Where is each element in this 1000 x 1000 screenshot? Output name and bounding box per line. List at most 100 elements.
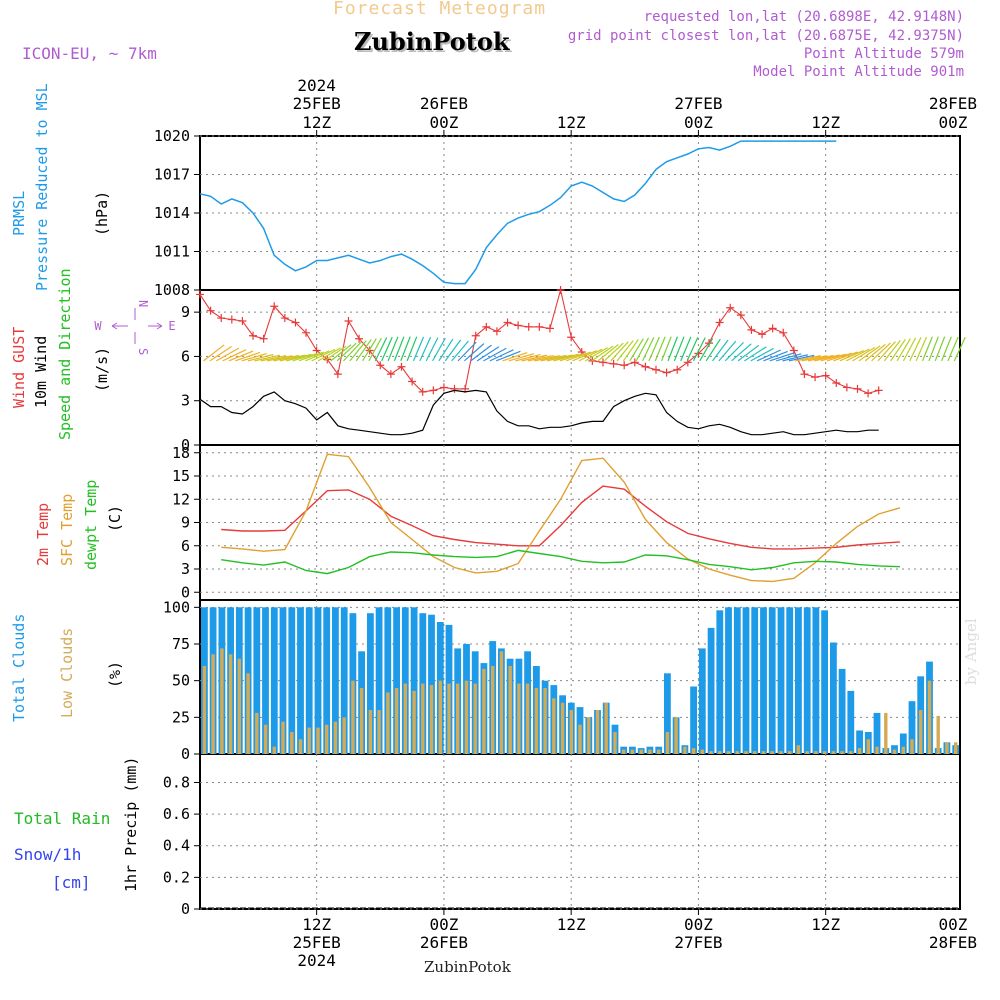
gust-marker <box>397 362 406 371</box>
gust-marker <box>662 368 671 377</box>
gust-marker <box>333 370 342 379</box>
y-tick-label: 0 <box>181 900 190 918</box>
panel-frame-precip <box>199 753 961 910</box>
top-date-label: 27FEB <box>674 94 722 113</box>
low-cloud-bar <box>394 688 399 754</box>
low-cloud-bar <box>534 688 539 754</box>
low-cloud-bar <box>910 739 914 754</box>
gust-marker <box>450 384 459 393</box>
pressure-label-line: Pressure Reduced to MSL <box>33 83 51 291</box>
total-cloud-bar <box>821 610 828 754</box>
bottom-date-label: 26FEB <box>420 933 468 952</box>
top-date-label: 25FEB <box>293 94 341 113</box>
wind-direction-arrow <box>826 352 853 362</box>
low-clouds-label: Low Clouds <box>58 628 76 718</box>
y-tick-label: 25 <box>172 708 190 726</box>
pressure-label-group: PRMSL Pressure Reduced to MSL <box>10 83 51 291</box>
wind-direction-arrow <box>527 355 554 362</box>
wind-direction-arrow <box>406 336 418 362</box>
y-tick-label: 0 <box>181 745 190 763</box>
wind-direction-arrow <box>508 353 535 362</box>
low-cloud-bar <box>927 680 932 754</box>
gust-marker <box>736 311 745 320</box>
station-title: ZubinPotok <box>354 27 510 56</box>
wind-direction-arrow <box>890 339 906 362</box>
wind-direction-arrow <box>470 344 492 362</box>
total-cloud-bar <box>323 607 331 754</box>
wind-direction-arrow <box>362 338 377 362</box>
low-cloud-bar <box>613 732 617 754</box>
wind-direction-arrow <box>247 353 274 362</box>
gust-marker <box>524 322 533 331</box>
wind-direction-arrow <box>381 336 393 362</box>
wind-direction-arrow <box>756 349 781 362</box>
low-cloud-bar <box>622 749 626 754</box>
total-cloud-bar <box>760 607 767 754</box>
low-cloud-bar <box>639 749 643 754</box>
low-cloud-bar <box>333 721 338 754</box>
low-cloud-bar <box>753 751 757 754</box>
wind-direction-arrow <box>515 354 541 362</box>
wind-direction-arrow <box>642 337 655 362</box>
y-tick-label: 15 <box>172 467 190 485</box>
gust-line <box>199 289 879 394</box>
total-cloud-bar <box>768 607 776 754</box>
gust-marker <box>408 377 417 386</box>
low-cloud-bar <box>954 742 958 754</box>
pressure-line <box>199 140 837 285</box>
compass-s: S <box>136 348 150 355</box>
gust-marker <box>567 333 576 342</box>
bottom-date-label: 28FEB <box>929 933 977 952</box>
low-cloud-bar <box>543 688 547 754</box>
top-hour-label: 12Z <box>811 113 840 132</box>
wind-direction-arrow <box>654 336 666 362</box>
low-cloud-bar <box>779 751 783 754</box>
gust-marker <box>874 386 883 395</box>
gust-marker <box>503 318 512 327</box>
low-cloud-bar <box>351 680 355 754</box>
wind-direction-arrow <box>374 337 388 362</box>
wind-direction-arrow <box>483 347 507 362</box>
low-cloud-bar <box>884 712 888 754</box>
gust-label: Wind GUST <box>10 327 28 408</box>
wind-direction-arrow <box>629 338 644 362</box>
low-cloud-bar <box>805 751 809 754</box>
wind-direction-arrow <box>896 338 911 362</box>
wind-direction-arrow <box>692 337 706 362</box>
wind-direction-arrow <box>578 348 603 362</box>
wind-direction-arrow <box>953 337 966 362</box>
wind-direction-arrow <box>909 337 922 362</box>
low-cloud-bar <box>945 742 949 754</box>
wind-direction-arrow <box>425 337 439 362</box>
wind-direction-arrow <box>877 341 896 362</box>
low-cloud-bar <box>525 683 530 754</box>
total-clouds-label: Total Clouds <box>10 614 28 722</box>
footer-station: ZubinPotok <box>424 958 511 976</box>
total-cloud-bar <box>340 607 348 754</box>
y-tick-label: 0 <box>181 583 190 601</box>
y-tick-label: 3 <box>181 392 190 410</box>
gust-marker <box>471 331 480 340</box>
low-cloud-bar <box>814 751 818 754</box>
wind-direction-arrow <box>921 336 933 362</box>
wind-direction-arrow <box>355 339 372 362</box>
wind-direction-arrow <box>540 354 567 362</box>
wind-direction-arrow <box>553 353 579 362</box>
wind-direction-arrow <box>680 336 692 362</box>
wind-direction-arrow <box>610 341 629 362</box>
y-tick-label: 6 <box>181 537 190 555</box>
total-cloud-bar <box>830 642 837 754</box>
low-cloud-bar <box>796 745 801 754</box>
y-tick-label: 75 <box>172 635 190 653</box>
wind-direction-arrow <box>603 342 624 362</box>
wind-direction-arrow <box>566 351 591 362</box>
wind-label: 10m Wind <box>32 336 50 408</box>
gust-marker <box>630 358 639 367</box>
total-cloud-bar <box>375 607 383 754</box>
low-cloud-bar <box>456 683 460 754</box>
low-cloud-bar <box>901 746 905 754</box>
y-tick-label: 3 <box>181 560 190 578</box>
low-cloud-bar <box>560 702 565 754</box>
gust-marker <box>238 317 247 325</box>
